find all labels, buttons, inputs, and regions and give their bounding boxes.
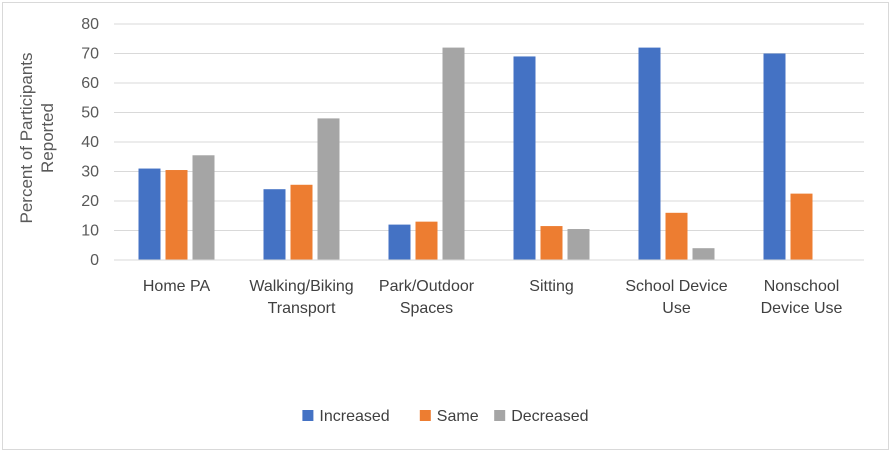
bar-increased [138, 168, 161, 260]
y-tick-label: 0 [90, 252, 99, 269]
x-category-label: Home PA [143, 278, 211, 295]
y-axis-label-line: Percent of Participants [17, 52, 36, 223]
bar-decreased [692, 248, 715, 260]
bars [138, 47, 813, 261]
x-category-label-line: School Device [625, 278, 727, 295]
y-tick-label: 70 [81, 46, 99, 63]
x-category-label-line: Home PA [143, 278, 211, 295]
legend-label-decreased: Decreased [511, 408, 588, 425]
bar-same [415, 221, 438, 260]
x-category-label-line: Walking/Biking [249, 278, 353, 295]
x-category-label-line: Nonschool [764, 278, 840, 295]
y-axis-label: Percent of Participants Reported [17, 52, 57, 223]
bar-increased [513, 56, 536, 261]
bar-decreased [567, 229, 590, 260]
y-axis-label-line: Reported [38, 103, 57, 173]
bar-decreased [192, 155, 215, 260]
x-category-label-line: Sitting [529, 278, 573, 295]
legend-swatch-decreased [494, 410, 506, 421]
y-tick-label: 30 [81, 164, 99, 181]
x-category-label-line: Use [662, 300, 691, 317]
y-tick-label: 10 [81, 223, 99, 240]
bar-same [165, 170, 188, 260]
y-tick-label: 50 [81, 105, 99, 122]
x-category-label: Nonschool Device Use [761, 278, 843, 317]
x-category-label-line: Device Use [761, 300, 843, 317]
legend-swatch-same [419, 410, 431, 421]
bar-same [540, 226, 563, 260]
y-tick-label: 60 [81, 75, 99, 92]
x-category-label: Sitting [529, 278, 573, 295]
bar-decreased [317, 118, 340, 261]
bar-increased [763, 53, 786, 260]
y-tick-label: 40 [81, 134, 99, 151]
x-category-label-line: Park/Outdoor [379, 278, 475, 295]
y-tick-label: 20 [81, 193, 99, 210]
legend-label-increased: Increased [319, 408, 389, 425]
x-axis-categories: Home PA Walking/Biking Transport Park/Outdo… [143, 278, 843, 317]
x-category-label-line: Transport [268, 300, 336, 317]
y-axis-ticks: 0 10 20 30 40 50 60 70 80 [81, 16, 99, 269]
bar-increased [638, 47, 661, 260]
bar-increased [263, 189, 286, 260]
bar-same [790, 193, 813, 260]
y-tick-label: 80 [81, 16, 99, 33]
bar-increased [388, 224, 411, 260]
bar-same [290, 184, 313, 260]
x-category-label: Walking/Biking Transport [249, 278, 353, 317]
x-category-label: School Device Use [625, 278, 727, 317]
bar-decreased [442, 47, 465, 260]
legend-swatch-increased [302, 410, 314, 421]
legend-label-same: Same [437, 408, 479, 425]
x-category-label: Park/Outdoor Spaces [379, 278, 475, 317]
x-category-label-line: Spaces [400, 300, 453, 317]
bar-same [665, 212, 688, 260]
legend: Increased Same Decreased [302, 408, 589, 425]
gridlines [114, 23, 864, 231]
